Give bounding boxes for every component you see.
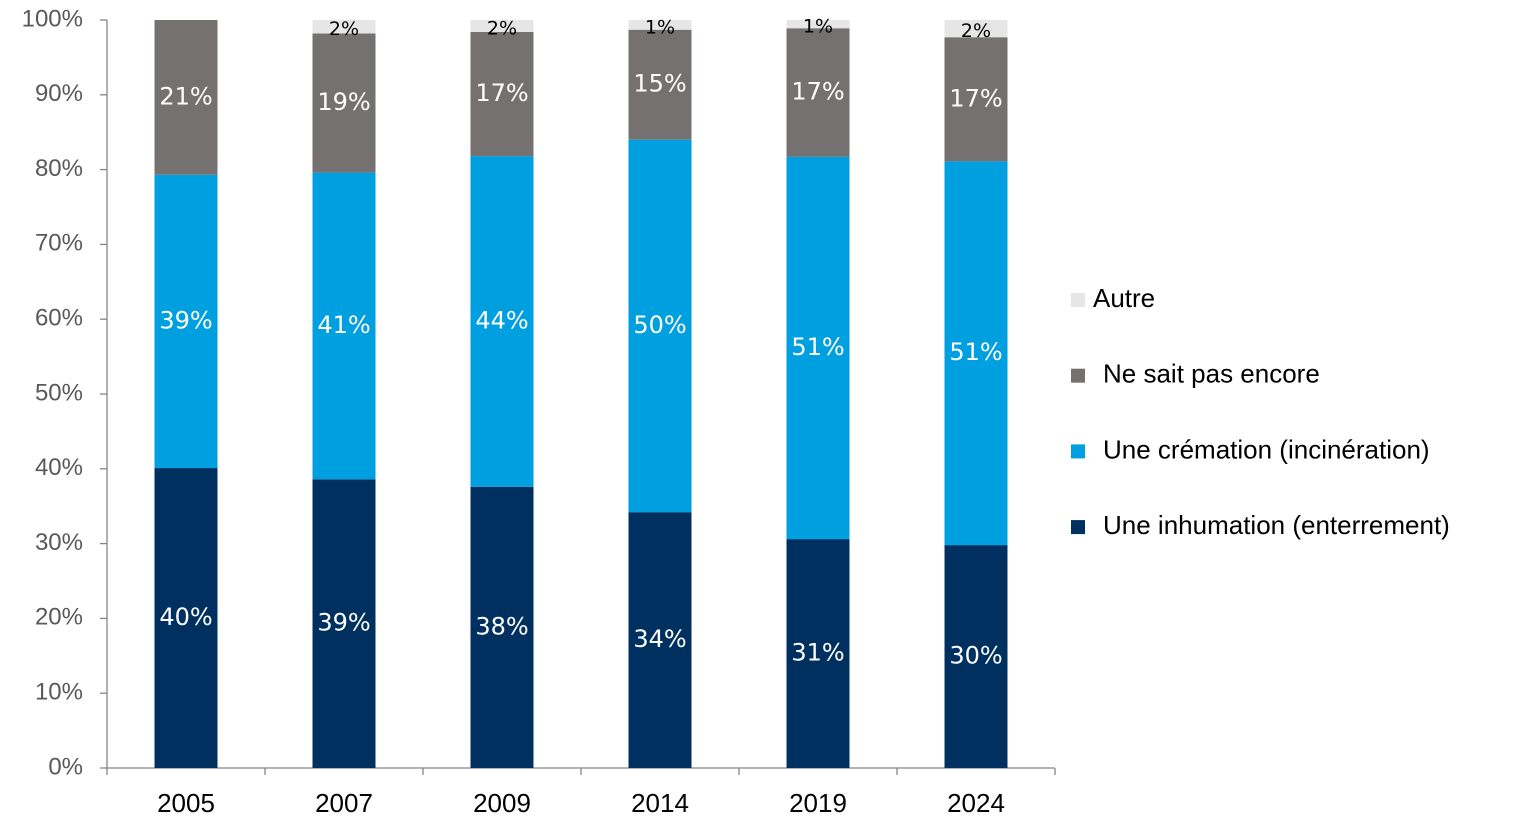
data-label: 19% <box>317 88 370 116</box>
bar-segment <box>786 20 850 29</box>
x-tick-label: 2024 <box>947 788 1005 818</box>
data-label: 1% <box>803 16 833 38</box>
bar-segment <box>154 468 218 768</box>
x-tick-label: 2009 <box>473 788 531 818</box>
legend-swatch <box>1071 368 1085 383</box>
legend-label: Autre <box>1093 283 1155 313</box>
bar-segment <box>628 29 692 140</box>
bar-segment <box>944 545 1008 768</box>
bar-segment <box>312 20 376 34</box>
x-tick-label: 2014 <box>631 788 689 818</box>
data-label: 30% <box>949 642 1002 670</box>
data-label: 2% <box>961 20 991 42</box>
y-tick-label: 70% <box>35 230 83 257</box>
data-label: 40% <box>159 603 212 631</box>
y-tick-label: 80% <box>35 155 83 182</box>
data-label: 39% <box>159 306 212 334</box>
x-tick-label: 2007 <box>315 788 373 818</box>
bar-segment <box>470 156 534 487</box>
data-label: 44% <box>475 306 528 334</box>
bar-segment <box>786 28 850 157</box>
bar-segment <box>628 512 692 768</box>
data-label: 50% <box>633 311 686 339</box>
bar-segment <box>944 20 1008 38</box>
y-tick-label: 40% <box>35 454 83 481</box>
legend-label: Ne sait pas encore <box>1103 359 1320 389</box>
legend-label: Une crémation (incinération) <box>1103 434 1430 464</box>
bar-segment <box>628 20 692 30</box>
bar-segment <box>312 33 376 173</box>
legend-swatch <box>1071 444 1085 459</box>
bar-segment <box>944 37 1008 162</box>
bar-segment <box>312 172 376 480</box>
bar-segment <box>154 174 218 469</box>
bar-segment <box>470 31 534 157</box>
x-tick-label: 2005 <box>157 788 215 818</box>
data-label: 17% <box>949 84 1002 112</box>
bar-segment <box>154 20 218 175</box>
data-label: 31% <box>791 639 844 667</box>
data-label: 17% <box>791 78 844 106</box>
y-tick-label: 0% <box>48 753 83 780</box>
y-tick-label: 10% <box>35 679 83 706</box>
bar-segment <box>944 161 1008 546</box>
data-label: 17% <box>475 79 528 107</box>
data-label: 1% <box>645 16 675 38</box>
bar-segment <box>470 486 534 768</box>
data-label: 39% <box>317 609 370 637</box>
data-label: 34% <box>633 625 686 653</box>
data-label: 21% <box>159 82 212 110</box>
data-label: 51% <box>949 338 1002 366</box>
bar-segment <box>786 539 850 768</box>
data-label: 41% <box>317 311 370 339</box>
y-tick-label: 50% <box>35 379 83 406</box>
y-tick-label: 60% <box>35 305 83 332</box>
bar-segment <box>312 479 376 768</box>
y-tick-label: 100% <box>22 5 83 32</box>
bar-segment <box>628 139 692 513</box>
y-tick-label: 90% <box>35 80 83 107</box>
data-label: 51% <box>791 333 844 361</box>
data-label: 38% <box>475 612 528 640</box>
bar-segment <box>786 156 850 540</box>
data-label: 2% <box>329 18 359 40</box>
data-label: 2% <box>487 17 517 39</box>
legend-swatch <box>1071 520 1085 535</box>
bar-segment <box>470 20 534 32</box>
legend-swatch <box>1071 293 1085 307</box>
data-label: 15% <box>633 70 686 98</box>
x-tick-label: 2019 <box>789 788 847 818</box>
y-tick-label: 30% <box>35 529 83 556</box>
y-tick-label: 20% <box>35 604 83 631</box>
legend-label: Une inhumation (enterrement) <box>1103 510 1450 540</box>
